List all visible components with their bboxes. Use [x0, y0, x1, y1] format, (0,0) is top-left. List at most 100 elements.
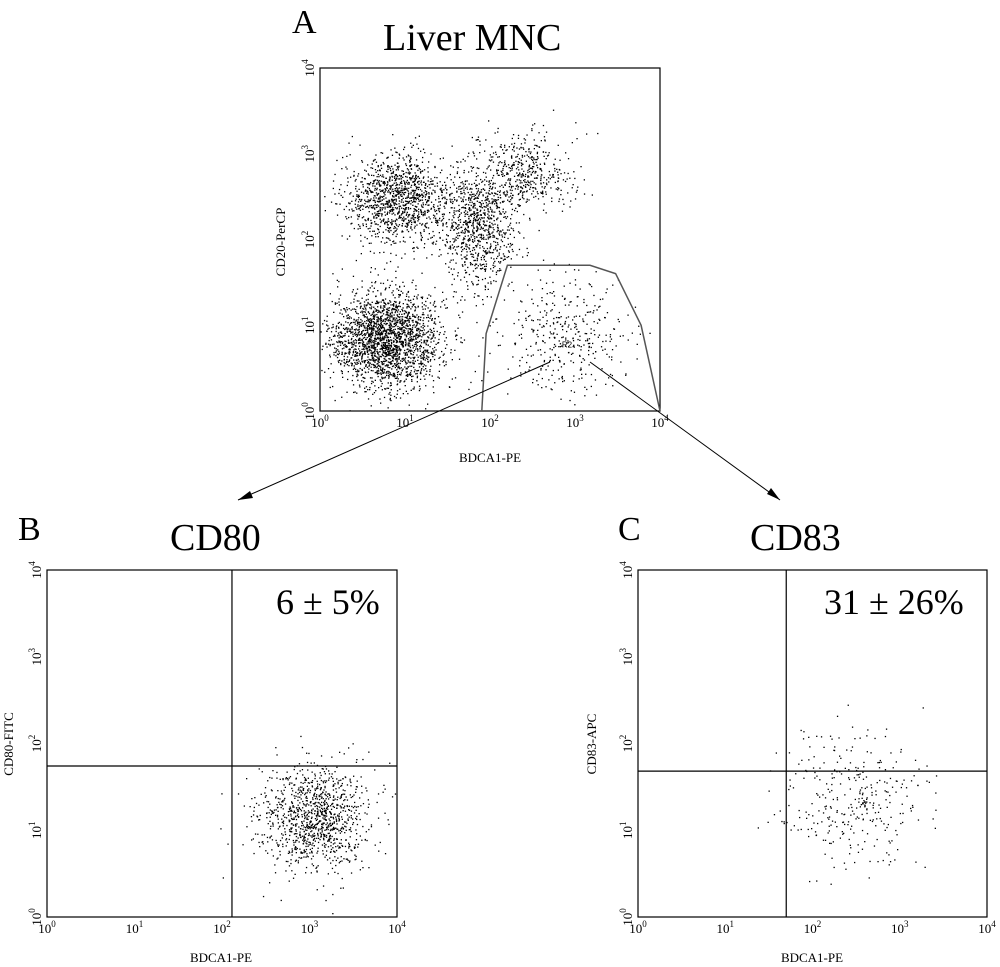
event-dot	[410, 223, 413, 226]
event-dot	[581, 377, 583, 379]
event-dot	[418, 216, 421, 218]
event-dot	[568, 304, 570, 306]
event-dot	[627, 314, 629, 316]
event-dot	[460, 231, 463, 234]
event-dot	[406, 353, 408, 355]
event-dot	[381, 332, 383, 334]
event-dot	[489, 224, 491, 226]
event-dot	[431, 221, 433, 223]
event-dot	[420, 360, 422, 362]
event-dot	[399, 311, 401, 313]
event-dot	[409, 374, 411, 376]
event-dot	[465, 207, 467, 210]
event-dot	[485, 196, 487, 199]
event-dot	[418, 198, 420, 201]
event-dot	[384, 206, 386, 208]
event-dot	[473, 296, 475, 298]
event-dot	[386, 313, 388, 315]
event-dot	[464, 210, 467, 212]
event-dot	[499, 234, 501, 236]
event-dot	[525, 184, 527, 186]
event-dot	[408, 171, 410, 173]
event-dot	[489, 352, 491, 355]
event-dot	[540, 183, 542, 185]
event-dot	[492, 227, 494, 229]
event-dot	[487, 195, 489, 197]
event-dot	[377, 368, 380, 370]
event-dot	[527, 175, 529, 177]
event-dot	[391, 201, 393, 203]
event-dot	[451, 283, 453, 286]
event-dot	[382, 352, 384, 354]
event-dot	[558, 346, 560, 348]
event-dot	[404, 334, 406, 336]
event-dot	[357, 374, 359, 376]
event-dot	[420, 326, 422, 328]
event-dot	[394, 375, 396, 377]
event-dot	[412, 214, 414, 216]
event-dot	[480, 233, 483, 235]
event-dot	[470, 187, 472, 190]
event-dot	[539, 167, 541, 170]
event-dot	[438, 201, 440, 203]
event-dot	[570, 200, 572, 202]
event-dot	[384, 302, 386, 305]
event-dot	[407, 345, 409, 347]
event-dot	[412, 176, 414, 178]
event-dot	[472, 225, 474, 227]
event-dot	[398, 197, 400, 199]
event-dot	[470, 234, 472, 236]
event-dot	[421, 353, 423, 356]
event-dot	[375, 390, 377, 392]
event-dot	[471, 213, 473, 215]
event-dot	[420, 316, 422, 318]
event-dot	[382, 372, 385, 374]
event-dot	[358, 328, 360, 330]
event-dot	[416, 187, 418, 189]
event-dot	[402, 342, 404, 344]
event-dot	[587, 342, 590, 345]
event-dot	[532, 190, 534, 192]
event-dot	[539, 349, 542, 351]
event-dot	[402, 217, 404, 220]
event-dot	[427, 358, 429, 360]
event-dot	[351, 331, 353, 334]
event-dot	[363, 346, 366, 348]
event-dot	[372, 329, 374, 331]
event-dot	[424, 333, 426, 335]
event-dot	[407, 216, 409, 218]
event-dot	[480, 264, 482, 267]
event-dot	[415, 338, 417, 340]
event-dot	[356, 322, 359, 324]
event-dot	[428, 197, 430, 199]
event-dot	[454, 238, 456, 240]
event-dot	[365, 313, 367, 315]
event-dot	[396, 207, 398, 209]
event-dot	[343, 308, 345, 310]
event-dot	[588, 338, 591, 340]
event-dot	[332, 180, 335, 182]
event-dot	[533, 158, 535, 161]
event-dot	[323, 319, 326, 322]
event-dot	[589, 342, 591, 345]
event-dot	[439, 181, 441, 183]
event-dot	[441, 301, 443, 303]
event-dot	[476, 267, 478, 269]
event-dot	[437, 222, 439, 224]
event-dot	[513, 236, 515, 239]
event-dot	[331, 343, 334, 346]
event-dot	[399, 320, 402, 322]
event-dot	[485, 176, 487, 178]
event-dot	[377, 341, 380, 344]
event-dot	[567, 340, 569, 342]
event-dot	[354, 339, 357, 341]
event-dot	[416, 372, 418, 375]
event-dot	[439, 158, 441, 160]
event-dot	[426, 370, 428, 372]
event-dot	[356, 375, 358, 377]
event-dot	[422, 206, 424, 208]
event-dot	[509, 179, 511, 181]
event-dot	[417, 197, 419, 199]
event-dot	[503, 200, 505, 202]
event-dot	[474, 267, 477, 270]
